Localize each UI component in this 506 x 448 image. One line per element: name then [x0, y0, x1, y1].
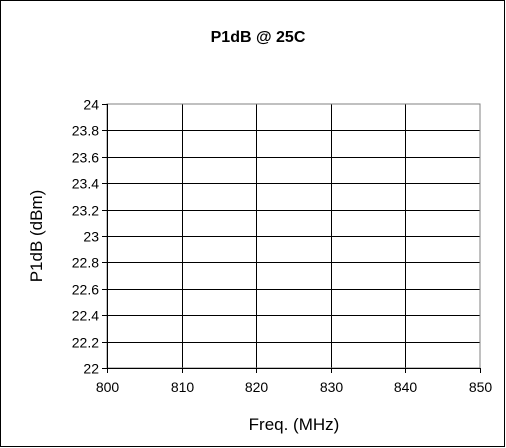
chart-title: P1dB @ 25C	[211, 29, 306, 46]
y-tick-label: 22.6	[72, 282, 99, 298]
y-tick-label: 22.4	[72, 308, 99, 324]
x-axis-label: Freq. (MHz)	[249, 415, 340, 434]
y-tick-label: 23.2	[72, 203, 99, 219]
axis-layer	[102, 104, 481, 373]
grid-layer	[107, 104, 480, 368]
y-tick-labels: 22 22.2 22.4 22.6 22.8 23 23.2 23.4 23.6 23.8 24	[72, 97, 99, 377]
x-tick-label: 840	[394, 379, 418, 395]
y-tick-label: 24	[83, 97, 99, 113]
y-tick-label: 22.8	[72, 255, 99, 271]
y-tick-label: 23.4	[72, 176, 99, 192]
x-tick-label: 800	[96, 379, 120, 395]
x-tick-label: 810	[171, 379, 195, 395]
y-tick-label: 22.2	[72, 335, 99, 351]
y-tick-label: 23	[83, 229, 99, 245]
y-axis-label: P1dB (dBm)	[27, 190, 46, 283]
x-tick-label: 850	[469, 379, 493, 395]
y-tick-label: 23.6	[72, 150, 99, 166]
x-tick-label: 830	[320, 379, 344, 395]
x-tick-label: 820	[245, 379, 269, 395]
y-tick-label: 23.8	[72, 123, 99, 139]
x-tick-labels: 800 810 820 830 840 850	[96, 379, 493, 395]
y-tick-label: 22	[83, 361, 99, 377]
